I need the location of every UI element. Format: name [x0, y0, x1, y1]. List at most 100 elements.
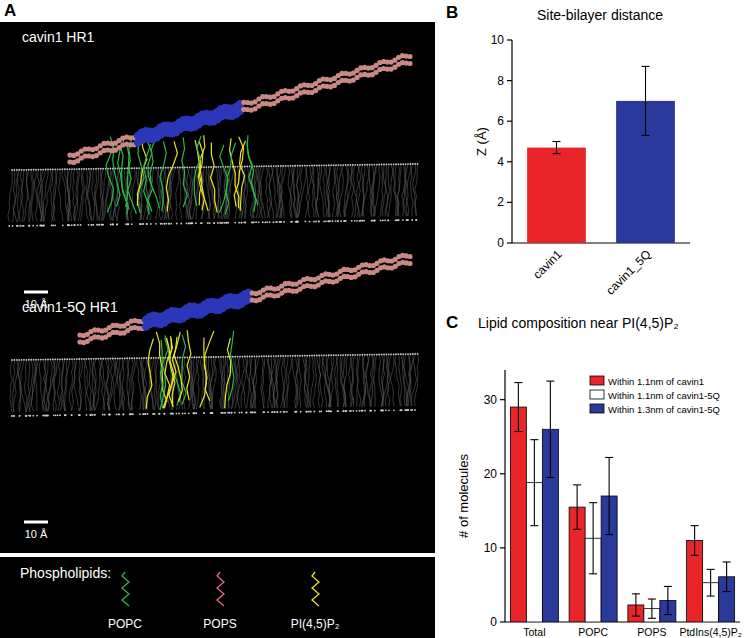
headgroup — [410, 353, 412, 355]
headgroup — [304, 355, 306, 357]
headgroup — [102, 358, 104, 360]
headgroup — [124, 167, 126, 169]
headgroup — [225, 356, 227, 358]
legend-swatch — [590, 390, 604, 399]
lipid — [187, 330, 191, 400]
headgroup — [158, 357, 160, 359]
headgroup — [270, 355, 272, 357]
headgroup — [193, 412, 195, 414]
lipid-tail — [344, 355, 348, 407]
lipid-tail — [320, 165, 324, 217]
headgroup — [318, 164, 320, 166]
headgroup — [287, 355, 289, 357]
headgroup — [159, 413, 161, 415]
headgroup — [335, 354, 337, 356]
headgroup — [71, 414, 73, 416]
lipid-tail — [370, 165, 377, 217]
lipid-tail — [357, 355, 361, 407]
headgroup — [64, 414, 66, 416]
headgroup — [295, 411, 297, 413]
headgroup — [383, 164, 385, 166]
headgroup — [294, 355, 296, 357]
lipid-tail — [351, 165, 360, 217]
headgroup — [386, 353, 388, 355]
headgroup — [8, 225, 10, 227]
headgroup — [306, 165, 308, 167]
y-tick-label: 6 — [497, 114, 504, 128]
lipid-tail — [109, 358, 114, 410]
headgroup — [382, 219, 384, 221]
headgroup — [220, 356, 222, 358]
lipid-tail — [375, 164, 380, 216]
headgroup — [43, 225, 45, 227]
headgroup — [210, 412, 212, 414]
headgroup — [234, 166, 236, 168]
headgroup — [131, 357, 133, 359]
headgroup — [178, 413, 180, 415]
marks — [510, 381, 734, 622]
headgroup — [370, 410, 372, 412]
headgroup — [238, 222, 240, 224]
lipid-tail — [281, 166, 285, 218]
headgroup — [306, 411, 308, 413]
lipid-tail — [84, 359, 90, 411]
legend-label: POPS — [203, 617, 236, 631]
headgroup — [220, 166, 222, 168]
headgroup — [109, 414, 111, 416]
lipid-tail — [343, 355, 346, 407]
legend-label: Within 1.1nm of cavin1-5Q — [608, 390, 720, 401]
headgroup — [50, 169, 52, 171]
lipid-tail — [244, 166, 249, 218]
error-cap — [723, 561, 731, 562]
headgroup — [354, 354, 356, 356]
headgroup — [402, 163, 404, 165]
headgroup — [326, 164, 328, 166]
headgroup — [234, 222, 236, 224]
headgroup — [153, 413, 155, 415]
headgroup — [411, 219, 413, 221]
headgroup — [81, 358, 83, 360]
headgroup — [98, 224, 100, 226]
headgroup — [258, 355, 260, 357]
headgroup — [153, 167, 155, 169]
lipid-tail — [267, 166, 273, 218]
headgroup — [16, 225, 18, 227]
y-tick — [507, 161, 512, 162]
bar — [527, 148, 586, 243]
headgroup — [90, 168, 92, 170]
lipid-tail — [410, 164, 413, 216]
headgroup — [77, 224, 79, 226]
helix-bead — [407, 254, 412, 259]
lipid-tail — [176, 167, 180, 219]
headgroup — [390, 353, 392, 355]
headgroup — [69, 168, 71, 170]
lipid-tail — [316, 165, 320, 217]
headgroup — [361, 220, 363, 222]
headgroup — [78, 414, 80, 416]
headgroup — [309, 221, 311, 223]
headgroup — [193, 412, 195, 414]
lipid-tail — [106, 359, 110, 411]
headgroup — [227, 166, 229, 168]
headgroup — [53, 414, 55, 416]
headgroup — [110, 168, 112, 170]
headgroup — [198, 356, 200, 358]
headgroup — [297, 221, 299, 223]
lipid-tail — [107, 359, 110, 411]
headgroup — [179, 357, 181, 359]
headgroup — [283, 221, 285, 223]
lipid — [230, 138, 239, 208]
headgroup — [117, 168, 119, 170]
headgroup — [275, 221, 277, 223]
headgroup — [150, 357, 152, 359]
error-bar — [691, 526, 699, 556]
headgroup — [400, 163, 402, 165]
headgroup — [309, 411, 311, 413]
render-label: cavin1 HR1 — [22, 29, 95, 45]
headgroup — [244, 356, 246, 358]
headgroup — [108, 414, 110, 416]
lipid-tail — [371, 355, 377, 407]
headgroup — [299, 355, 301, 357]
render-background — [0, 22, 435, 553]
headgroup — [127, 223, 129, 225]
